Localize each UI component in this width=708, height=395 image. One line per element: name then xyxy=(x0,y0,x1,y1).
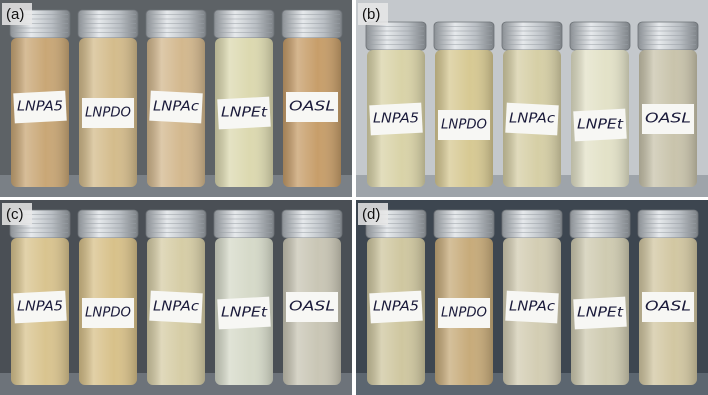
panel-label-bg xyxy=(2,3,32,25)
vial-label xyxy=(149,290,203,324)
vial: LNPAc xyxy=(145,209,207,385)
vial: LNPDO xyxy=(433,21,495,187)
panel-label-bg xyxy=(358,203,388,225)
vial: LNPA5 xyxy=(9,9,71,187)
vial-label xyxy=(82,298,134,328)
vial-label-text: LNPA5 xyxy=(17,300,63,315)
panel-label: (d) xyxy=(362,206,380,223)
cap xyxy=(213,209,275,239)
vial-label-text: LNPAc xyxy=(509,300,555,315)
vial-label xyxy=(369,102,423,136)
vial-label-text: LNPDO xyxy=(441,306,487,321)
vial-label xyxy=(82,98,134,128)
vial-label xyxy=(573,296,627,330)
vial-label xyxy=(286,92,338,122)
vial: LNPDO xyxy=(77,9,139,187)
vial-label xyxy=(13,90,67,124)
photo-panel: LNPA5 LNPDO LNPAc LNPEt OASL (c) xyxy=(0,200,352,395)
cap xyxy=(145,209,207,239)
vial-label xyxy=(505,290,559,324)
cap xyxy=(281,209,343,239)
vial-label xyxy=(217,296,271,330)
vial-label-text: LNPA5 xyxy=(17,100,63,115)
vial-label xyxy=(149,90,203,124)
vial: LNPA5 xyxy=(365,209,427,385)
vial: OASL xyxy=(637,21,699,187)
vial: OASL xyxy=(281,9,343,187)
vial-label-text: LNPA5 xyxy=(373,300,419,315)
vial-label-text: LNPDO xyxy=(441,118,487,133)
vial: LNPA5 xyxy=(365,21,427,187)
vial-label-text: OASL xyxy=(645,112,691,127)
vial: LNPEt xyxy=(213,9,275,187)
panel-label: (a) xyxy=(6,6,24,23)
vial-label-text: OASL xyxy=(289,100,335,115)
vial-label xyxy=(642,292,694,322)
panel-label-bg xyxy=(2,203,32,225)
vial: LNPAc xyxy=(145,9,207,187)
vial-label xyxy=(438,110,490,140)
vial-label-text: LNPEt xyxy=(221,106,268,121)
cap xyxy=(433,209,495,239)
photo-panel: LNPA5 LNPDO LNPAc LNPEt OASL (d) xyxy=(356,200,708,395)
cap xyxy=(569,209,631,239)
vial-label xyxy=(286,292,338,322)
vial-label-text: LNPAc xyxy=(509,112,555,127)
vial-label-text: LNPDO xyxy=(85,306,131,321)
vial-label xyxy=(573,108,627,142)
panel-label-bg xyxy=(358,3,388,25)
vial-label-text: LNPEt xyxy=(221,306,268,321)
vial: LNPAc xyxy=(501,21,563,187)
vial-label xyxy=(438,298,490,328)
vial: LNPEt xyxy=(569,209,631,385)
photo-panel: LNPA5 LNPDO LNPAc LNPEt OASL (a) xyxy=(0,0,352,197)
vial: LNPEt xyxy=(569,21,631,187)
vial: OASL xyxy=(281,209,343,385)
vial-label-text: OASL xyxy=(645,300,691,315)
vial-label-text: LNPAc xyxy=(153,300,199,315)
photo-panel: LNPA5 LNPDO LNPAc LNPEt OASL (b) xyxy=(356,0,708,197)
cap xyxy=(77,209,139,239)
vial: LNPDO xyxy=(433,209,495,385)
vial: LNPA5 xyxy=(9,209,71,385)
vial-label-text: LNPAc xyxy=(153,100,199,115)
vial-label xyxy=(642,104,694,134)
cap xyxy=(637,209,699,239)
vial: LNPDO xyxy=(77,209,139,385)
vial: LNPEt xyxy=(213,209,275,385)
vial-label-text: LNPEt xyxy=(577,306,624,321)
panel-label: (b) xyxy=(362,6,380,23)
vial-label xyxy=(217,96,271,130)
vial: LNPAc xyxy=(501,209,563,385)
panel-label: (c) xyxy=(6,206,24,223)
vial-label-text: LNPEt xyxy=(577,118,624,133)
cap xyxy=(501,209,563,239)
vial-label-text: LNPA5 xyxy=(373,112,419,127)
vial-label xyxy=(369,290,423,324)
vial-label-text: OASL xyxy=(289,300,335,315)
vial-label xyxy=(505,102,559,136)
vial: OASL xyxy=(637,209,699,385)
vial-label xyxy=(13,290,67,324)
vial-label-text: LNPDO xyxy=(85,106,131,121)
